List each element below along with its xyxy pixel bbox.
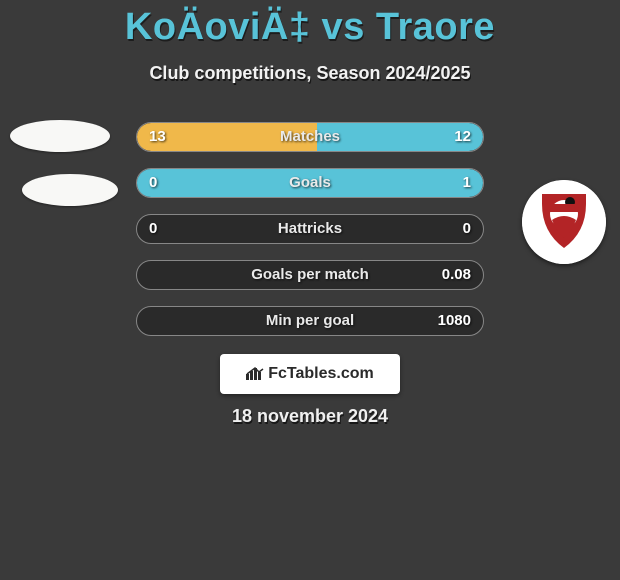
infographic-root: KoÄoviÄ‡ vs Traore Club competitions, Se… — [0, 0, 620, 580]
stat-row-matches: 13 Matches 12 — [136, 122, 484, 152]
stat-row-goals-per-match: Goals per match 0.08 — [136, 260, 484, 290]
crest-banner — [544, 204, 584, 212]
blob-shape-2 — [22, 174, 118, 206]
row-label: Matches — [137, 123, 483, 152]
page-subtitle: Club competitions, Season 2024/2025 — [0, 63, 620, 84]
value-right: 0 — [463, 215, 471, 244]
row-label: Goals — [137, 169, 483, 198]
row-label: Goals per match — [137, 261, 483, 290]
row-label: Hattricks — [137, 215, 483, 244]
blob-shape-1 — [10, 120, 110, 152]
team-crest-right — [522, 180, 606, 264]
stat-row-hattricks: 0 Hattricks 0 — [136, 214, 484, 244]
crest-icon — [522, 180, 606, 264]
value-right: 1 — [463, 169, 471, 198]
branding-badge[interactable]: FcTables.com — [220, 354, 400, 394]
bars-icon — [246, 366, 264, 380]
date-label: 18 november 2024 — [0, 406, 620, 427]
stat-rows: 13 Matches 12 0 Goals 1 0 Hattricks 0 Go… — [136, 122, 484, 352]
player-left-placeholder — [10, 120, 118, 228]
page-title: KoÄoviÄ‡ vs Traore — [0, 0, 620, 49]
stat-row-min-per-goal: Min per goal 1080 — [136, 306, 484, 336]
stat-row-goals: 0 Goals 1 — [136, 168, 484, 198]
value-right: 0.08 — [442, 261, 471, 290]
row-label: Min per goal — [137, 307, 483, 336]
value-right: 12 — [454, 123, 471, 152]
branding-text: FcTables.com — [268, 365, 374, 382]
value-right: 1080 — [438, 307, 471, 336]
